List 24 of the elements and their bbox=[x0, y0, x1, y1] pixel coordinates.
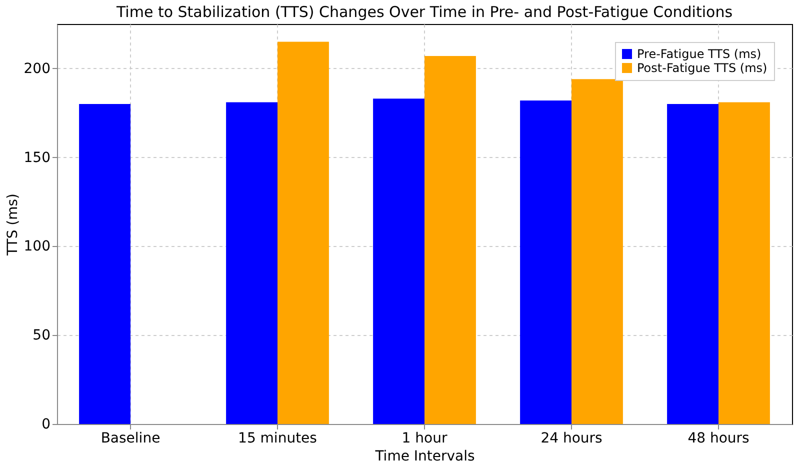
bar bbox=[373, 98, 424, 424]
bar bbox=[424, 56, 476, 424]
bar bbox=[572, 79, 623, 424]
bar bbox=[520, 100, 572, 424]
y-tick-label: 0 bbox=[42, 416, 50, 432]
y-tick-label: 150 bbox=[24, 150, 50, 166]
y-tick-label: 100 bbox=[24, 238, 50, 255]
y-tick-label: 50 bbox=[32, 328, 50, 344]
bar bbox=[667, 104, 718, 424]
legend-label: Post-Fatigue TTS (ms) bbox=[637, 61, 768, 75]
x-tick-label: 48 hours bbox=[688, 430, 750, 446]
x-tick-label: Baseline bbox=[100, 430, 160, 446]
y-axis-title: TTS (ms) bbox=[4, 193, 21, 257]
legend-label: Pre-Fatigue TTS (ms) bbox=[637, 47, 762, 61]
chart-title: Time to Stabilization (TTS) Changes Over Time in Pre- and Post-Fatigue Conditions bbox=[115, 3, 733, 21]
x-tick-label: 15 minutes bbox=[238, 430, 317, 446]
x-axis-title: Time Intervals bbox=[374, 448, 475, 464]
bar bbox=[278, 42, 329, 424]
y-tick-label: 200 bbox=[24, 60, 50, 77]
bar bbox=[718, 102, 770, 424]
bar bbox=[226, 102, 278, 424]
x-tick-label: 1 hour bbox=[402, 430, 448, 446]
x-tick-label: 24 hours bbox=[540, 430, 602, 446]
bar bbox=[79, 104, 130, 424]
